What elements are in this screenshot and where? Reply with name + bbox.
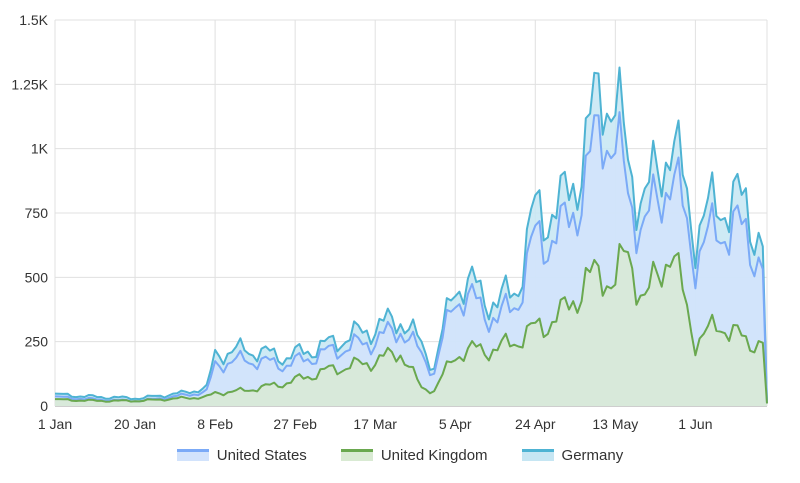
x-tick-label: 8 Feb — [197, 416, 233, 432]
legend-item-united-states[interactable]: United States — [176, 446, 307, 464]
y-tick-label: 1.5K — [19, 12, 48, 28]
legend-swatch-germany — [521, 449, 554, 461]
y-tick-label: 750 — [25, 205, 49, 221]
legend-swatch-united-states — [176, 449, 209, 461]
y-tick-label: 1.25K — [11, 76, 48, 92]
legend-item-germany[interactable]: Germany — [521, 446, 624, 464]
legend-item-united-kingdom[interactable]: United Kingdom — [340, 446, 488, 464]
legend-label-united-kingdom: United Kingdom — [380, 446, 488, 464]
x-tick-label: 5 Apr — [439, 416, 472, 432]
line-united-states — [54, 111, 768, 404]
x-tick-label: 24 Apr — [515, 416, 556, 432]
x-tick-label: 20 Jan — [114, 416, 156, 432]
x-tick-label: 1 Jan — [38, 416, 72, 432]
y-tick-label: 500 — [25, 269, 49, 285]
y-tick-label: 1K — [31, 141, 49, 157]
x-axis-tick-labels: 1 Jan 20 Jan 8 Feb 27 Feb 17 Mar 5 Apr 24 Apr 1… — [38, 416, 713, 432]
legend-label-germany: Germany — [561, 446, 624, 464]
y-tick-label: 250 — [25, 334, 49, 350]
y-tick-label: 0 — [40, 398, 48, 414]
series-lines — [54, 66, 768, 404]
area-chart: 0 250 500 750 1K 1.25K 1.5K 1 Jan 20 Jan 8 Feb 27… — [11, 12, 768, 432]
x-tick-label: 27 Feb — [273, 416, 317, 432]
line-united-kingdom — [55, 243, 768, 404]
chart-legend: United States United Kingdom Germany — [0, 440, 800, 470]
x-tick-label: 17 Mar — [353, 416, 397, 432]
x-tick-label: 1 Jun — [678, 416, 712, 432]
legend-label-united-states: United States — [216, 446, 307, 464]
area-united-kingdom — [55, 244, 767, 406]
x-tick-label: 13 May — [592, 416, 638, 432]
legend-swatch-united-kingdom — [340, 449, 373, 461]
line-germany — [54, 66, 768, 404]
y-axis-tick-labels: 0 250 500 750 1K 1.25K 1.5K — [11, 12, 48, 414]
series-areas — [55, 67, 767, 406]
